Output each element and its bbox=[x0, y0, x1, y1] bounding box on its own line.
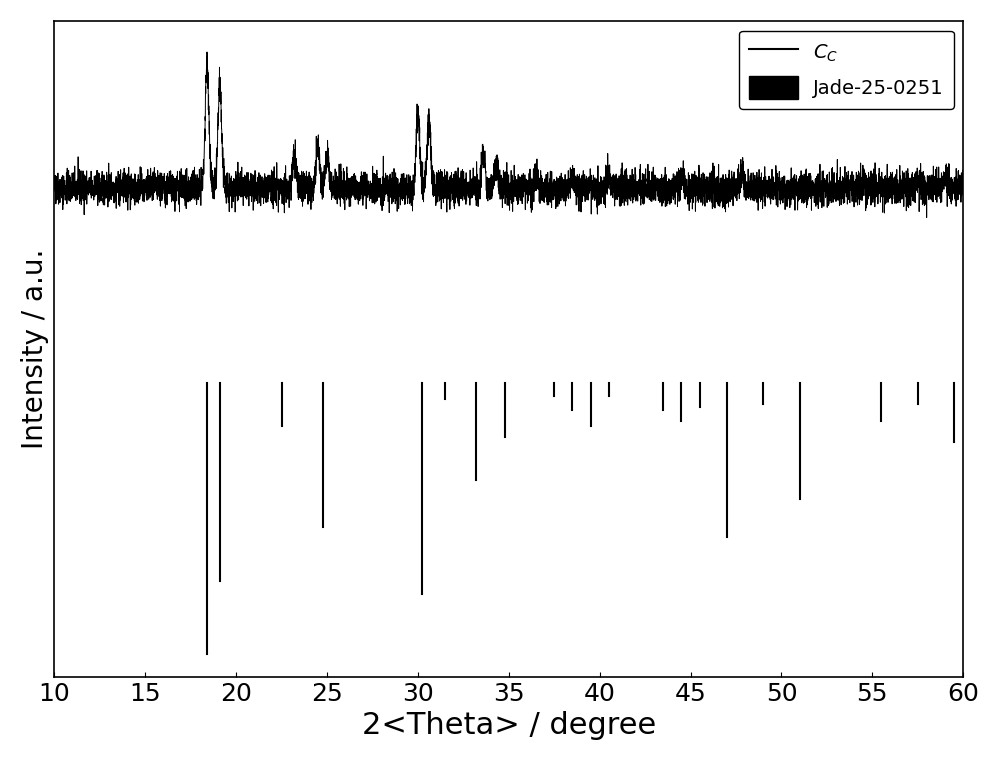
Legend: $C_C$, Jade-25-0251: $C_C$, Jade-25-0251 bbox=[739, 30, 954, 109]
X-axis label: 2<Theta> / degree: 2<Theta> / degree bbox=[362, 712, 656, 740]
Y-axis label: Intensity / a.u.: Intensity / a.u. bbox=[21, 249, 49, 449]
